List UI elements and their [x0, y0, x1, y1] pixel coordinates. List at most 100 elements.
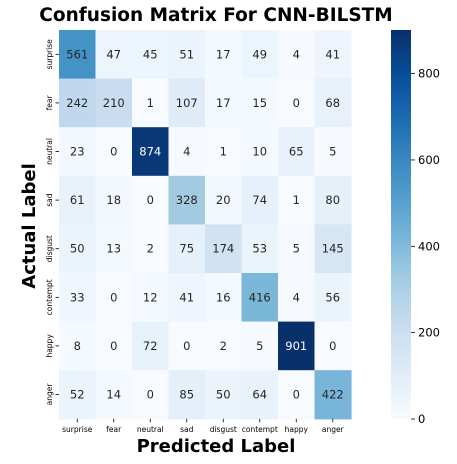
x-tick-label: contempt [242, 425, 278, 434]
y-tick-label: surprise [45, 39, 54, 70]
heatmap-cell-value: 422 [322, 388, 344, 402]
heatmap-cell-value: 1 [147, 96, 154, 110]
heatmap-cell-value: 0 [293, 388, 300, 402]
heatmap-cell [168, 321, 206, 371]
heatmap-cell [278, 370, 316, 420]
x-tick-label: fear [106, 425, 122, 434]
y-tick-label: neutral [45, 138, 54, 165]
x-axis-ticks: surprise fear neutral sad disgust contempt hap… [62, 418, 345, 434]
heatmap-cell-value: 561 [66, 47, 88, 61]
y-tick-label: contempt [45, 279, 54, 315]
heatmap-cell-value: 52 [70, 388, 85, 402]
heatmap-cell-value: 45 [143, 47, 158, 61]
heatmap-cell-value: 53 [252, 242, 267, 256]
heatmap-cell [168, 78, 206, 128]
y-tick-label: disgust [45, 235, 54, 262]
heatmap-cell [132, 321, 170, 371]
heatmap-cell-value: 5 [256, 339, 263, 353]
heatmap-cell-value: 1 [293, 193, 300, 207]
heatmap-cell-value: 20 [216, 193, 231, 207]
heatmap-cell-value: 23 [70, 145, 85, 159]
heatmap-cell-value: 5 [293, 242, 300, 256]
heatmap-cell [278, 224, 316, 274]
heatmap-cell [205, 30, 243, 80]
heatmap-cell [278, 273, 316, 323]
heatmap-cell-value: 61 [70, 193, 85, 207]
heatmap-cell [95, 224, 133, 274]
heatmap-cell [95, 30, 133, 80]
heatmap-cell-value: 0 [329, 339, 336, 353]
heatmap-cell-value: 47 [106, 47, 121, 61]
heatmap-cell-value: 8 [74, 339, 81, 353]
heatmap-cell [241, 321, 279, 371]
heatmap-cell-value: 0 [147, 388, 154, 402]
heatmap-cell [205, 175, 243, 225]
heatmap-cell [278, 321, 316, 371]
colorbar-ticks: 0 200 400 600 800 [411, 67, 440, 426]
heatmap-cell-value: 416 [249, 290, 271, 304]
heatmap-cell [59, 273, 97, 323]
heatmap-cell [59, 30, 97, 80]
heatmap-cell [132, 30, 170, 80]
x-axis-title: Predicted Label [137, 436, 296, 457]
heatmap-cell [241, 175, 279, 225]
x-tick-label: happy [285, 425, 309, 434]
heatmap-cell-value: 16 [216, 290, 231, 304]
heatmap-cell [205, 273, 243, 323]
heatmap-cell-value: 210 [103, 96, 125, 110]
heatmap-cell [205, 321, 243, 371]
heatmap-cell-value: 75 [179, 242, 194, 256]
heatmap-cell-value: 51 [179, 47, 194, 61]
heatmap-cell [314, 30, 352, 80]
heatmap-cell [278, 175, 316, 225]
heatmap-cell [95, 321, 133, 371]
x-tick-label: neutral [137, 425, 164, 434]
heatmap-cell [95, 78, 133, 128]
heatmap-cell-value: 80 [325, 193, 340, 207]
heatmap-cell-value: 49 [252, 47, 267, 61]
heatmap-cell [95, 175, 133, 225]
heatmap-cell [278, 127, 316, 177]
heatmap-cell [241, 273, 279, 323]
y-tick-label: sad [45, 193, 54, 207]
heatmap-cell-value: 2 [220, 339, 227, 353]
heatmap-cell [314, 175, 352, 225]
heatmap-cell [59, 78, 97, 128]
heatmap-cell-value: 4 [293, 290, 300, 304]
heatmap-cell-value: 68 [325, 96, 340, 110]
y-tick-label: anger [45, 383, 54, 406]
heatmap-cell-value: 56 [325, 290, 340, 304]
heatmap-cell [132, 78, 170, 128]
colorbar-tick-label: 400 [418, 239, 440, 253]
heatmap-cell-value: 2 [147, 242, 154, 256]
heatmap-cell-value: 64 [252, 388, 267, 402]
heatmap-cell [205, 127, 243, 177]
heatmap-cell [59, 224, 97, 274]
heatmap-cell-value: 5 [329, 145, 336, 159]
y-tick-label: happy [45, 334, 54, 358]
heatmap-cell [132, 273, 170, 323]
heatmap-cell [132, 370, 170, 420]
heatmap-cell [95, 273, 133, 323]
heatmap-cell [59, 127, 97, 177]
heatmap-cell [205, 224, 243, 274]
heatmap-cell-value: 17 [216, 96, 231, 110]
heatmap-cell [278, 78, 316, 128]
heatmap-cell [205, 78, 243, 128]
heatmap-cell-value: 50 [70, 242, 85, 256]
heatmap-cell-value: 72 [143, 339, 158, 353]
heatmap-cell-value: 18 [106, 193, 121, 207]
colorbar-tick-label: 0 [418, 412, 425, 426]
heatmap-cell [59, 175, 97, 225]
x-tick-label: surprise [62, 425, 93, 434]
y-axis-ticks: surprise fear neutral sad disgust contempt hap… [45, 39, 59, 406]
heatmap-cell-value: 41 [325, 47, 340, 61]
heatmap-cells [59, 30, 352, 420]
heatmap-cell-value: 41 [179, 290, 194, 304]
heatmap-cell-value: 145 [322, 242, 344, 256]
heatmap-cell-value: 10 [252, 145, 267, 159]
heatmap-cell [241, 78, 279, 128]
heatmap-cell-value: 1 [220, 145, 227, 159]
